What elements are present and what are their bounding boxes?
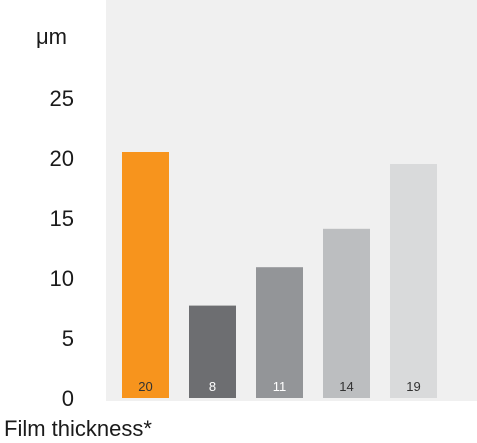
bar [122, 152, 169, 398]
bar-data-label: 14 [339, 379, 353, 394]
y-tick-label: 15 [50, 206, 74, 231]
bar [256, 267, 303, 398]
bar-data-label: 19 [406, 379, 420, 394]
y-axis: 0 5 10 15 20 25 [50, 86, 74, 411]
y-tick-label: 10 [50, 266, 74, 291]
x-axis-caption: Film thickness* [4, 416, 152, 441]
bar-data-label: 11 [273, 379, 287, 394]
bar-data-label: 8 [209, 379, 216, 394]
y-tick-label: 25 [50, 86, 74, 111]
y-tick-label: 0 [62, 386, 74, 411]
bar-data-label: 20 [138, 379, 152, 394]
bar [390, 164, 437, 398]
y-axis-unit-label: μm [36, 24, 67, 49]
y-tick-label: 5 [62, 326, 74, 351]
bar [323, 228, 370, 398]
bar [189, 305, 236, 398]
bar-series: 20 8 11 14 19 [122, 152, 437, 398]
y-tick-label: 20 [50, 146, 74, 171]
